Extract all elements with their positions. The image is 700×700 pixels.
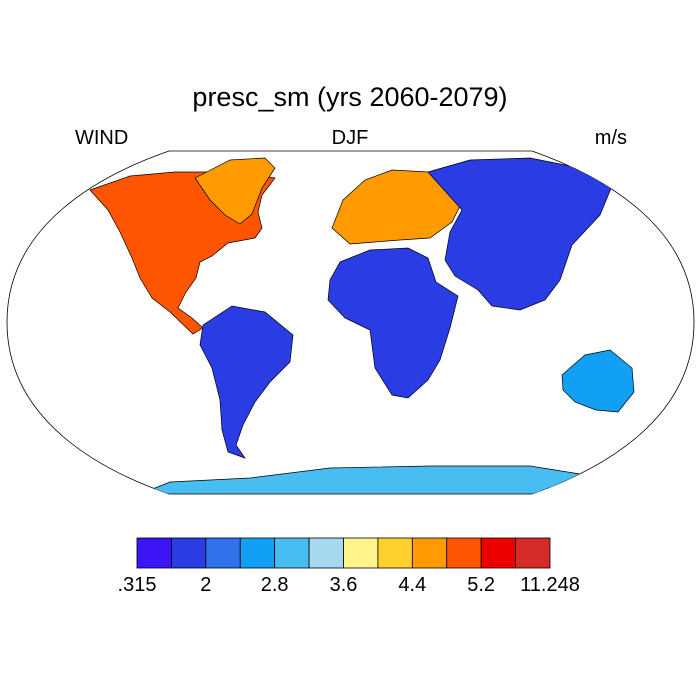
- colorbar-tick-label: 2.8: [260, 574, 289, 596]
- colorbar-swatch: [274, 537, 310, 569]
- colorbar-swatch: [480, 537, 516, 569]
- region-australia: [561, 349, 635, 413]
- colorbar-swatch: [136, 537, 172, 569]
- colorbar-tick-label: 3.6: [329, 574, 358, 596]
- colorbar-tick-label: .315: [117, 574, 157, 596]
- colorbar-tick-label: 2: [200, 574, 212, 596]
- colorbar-swatch: [377, 537, 413, 569]
- plot-title: presc_sm (yrs 2060-2079): [192, 82, 508, 112]
- colorbar-swatch: [343, 537, 379, 569]
- colorbar-swatch: [515, 537, 551, 569]
- colorbar-swatch: [171, 537, 207, 569]
- colorbar-tick-label: 11.248: [520, 574, 580, 596]
- colorbar-tick-label: 4.4: [398, 574, 427, 596]
- colorbar-swatch: [446, 537, 482, 569]
- colorbar-swatch: [308, 537, 344, 569]
- region-africa: [327, 247, 459, 399]
- region-south-america: [199, 305, 294, 459]
- variable-label: WIND: [75, 127, 129, 149]
- colorbar-tick-label: 5.2: [467, 574, 496, 596]
- units-label: m/s: [594, 127, 627, 149]
- colorbar-swatch: [239, 537, 276, 569]
- season-label: DJF: [331, 127, 369, 149]
- region-greenland: [194, 157, 276, 225]
- region-asia: [427, 157, 613, 311]
- colorbar-swatch: [205, 537, 241, 569]
- colorbar-swatch: [411, 537, 448, 569]
